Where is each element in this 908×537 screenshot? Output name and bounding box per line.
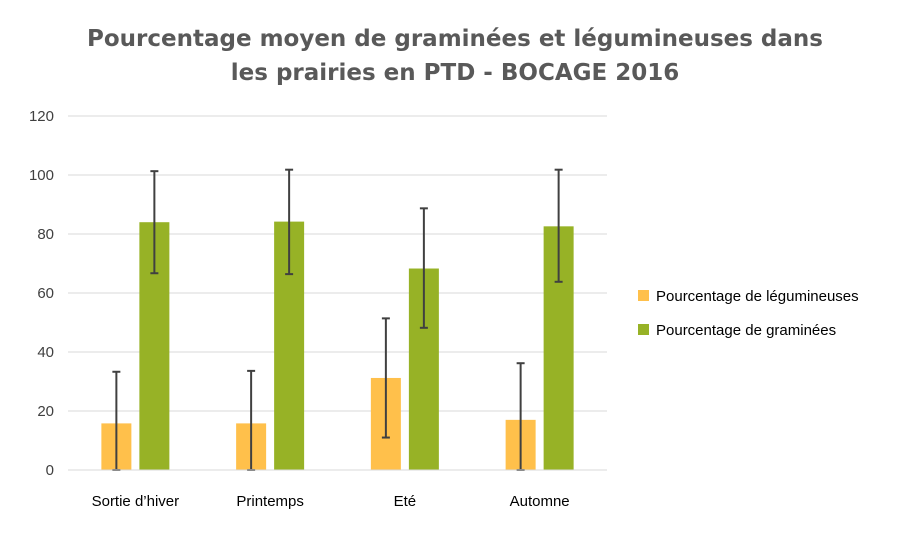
x-axis: Sortie d’hiver Printemps Eté Automne <box>68 469 607 510</box>
chart-title: Pourcentage moyen de graminées et légumi… <box>87 26 823 86</box>
legend-swatch <box>638 290 649 301</box>
legend-label: Pourcentage de graminées <box>656 322 836 339</box>
error-bars <box>112 168 563 471</box>
legend-swatch <box>638 324 649 335</box>
chart-title-line-1: Pourcentage moyen de graminées et légumi… <box>87 26 823 52</box>
bars <box>101 221 574 470</box>
x-tick-label: Sortie d’hiver <box>92 493 180 510</box>
y-axis: 0 20 40 60 80 100 120 <box>29 108 54 479</box>
x-tick-label: Printemps <box>236 493 304 510</box>
y-tick-label: 40 <box>37 344 54 361</box>
y-tick-label: 60 <box>37 285 54 302</box>
legend-label: Pourcentage de légumineuses <box>656 288 859 305</box>
y-tick-label: 80 <box>37 226 54 243</box>
chart-title-line-2: les prairies en PTD - BOCAGE 2016 <box>231 60 679 86</box>
y-tick-label: 120 <box>29 108 54 125</box>
y-tick-label: 0 <box>46 462 54 479</box>
y-tick-label: 20 <box>37 403 54 420</box>
x-tick-label: Eté <box>394 493 417 510</box>
legend: Pourcentage de légumineuses Pourcentage d… <box>638 288 859 339</box>
x-tick-label: Automne <box>510 493 570 510</box>
y-tick-label: 100 <box>29 167 54 184</box>
